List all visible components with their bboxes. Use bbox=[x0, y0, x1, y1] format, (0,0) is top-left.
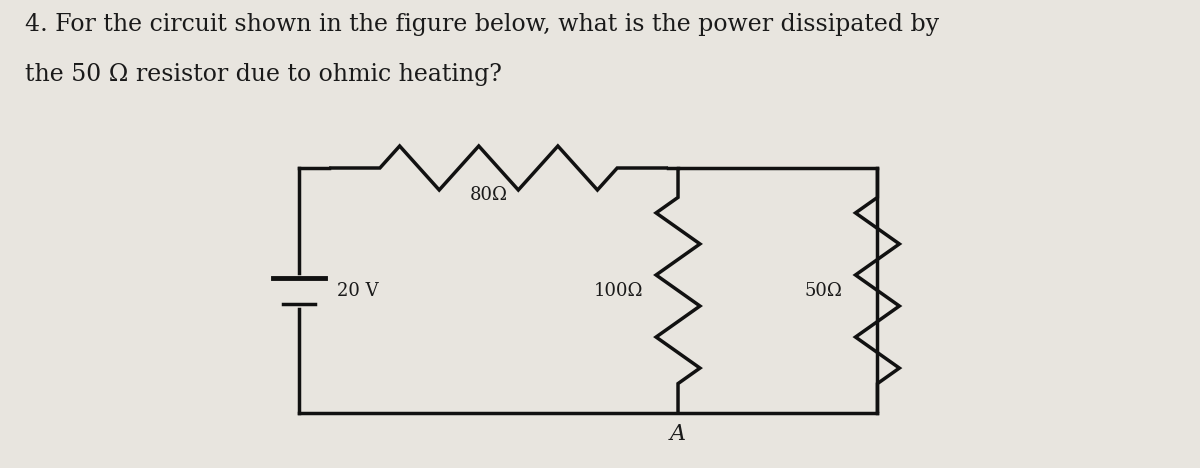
Text: 50Ω: 50Ω bbox=[805, 281, 842, 300]
Text: 100Ω: 100Ω bbox=[594, 281, 643, 300]
Text: 20 V: 20 V bbox=[337, 281, 379, 300]
Text: 4. For the circuit shown in the figure below, what is the power dissipated by: 4. For the circuit shown in the figure b… bbox=[25, 13, 940, 36]
Text: 80Ω: 80Ω bbox=[469, 186, 508, 204]
Text: the 50 Ω resistor due to ohmic heating?: the 50 Ω resistor due to ohmic heating? bbox=[25, 63, 502, 86]
Text: A: A bbox=[670, 423, 686, 445]
